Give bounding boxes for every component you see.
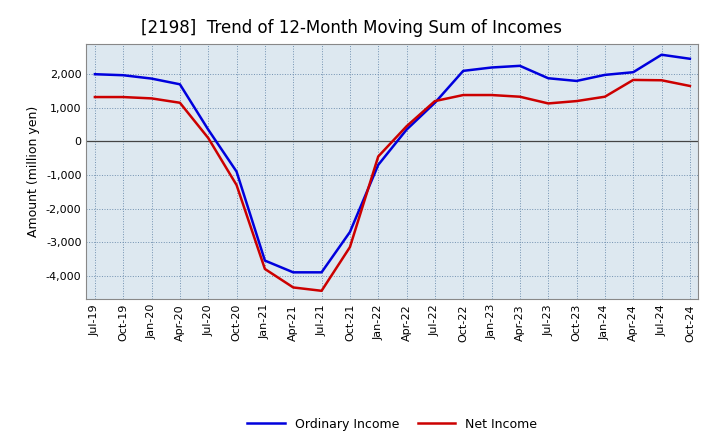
Ordinary Income [91, 72, 99, 77]
Ordinary Income [487, 65, 496, 70]
Net Income [233, 183, 241, 188]
Net Income [402, 124, 411, 129]
Net Income [91, 95, 99, 100]
Ordinary Income [318, 270, 326, 275]
Ordinary Income [629, 70, 637, 75]
Ordinary Income [289, 270, 297, 275]
Y-axis label: Amount (million yen): Amount (million yen) [27, 106, 40, 237]
Ordinary Income [233, 169, 241, 174]
Ordinary Income [544, 76, 552, 81]
Ordinary Income [176, 82, 184, 87]
Net Income [374, 154, 382, 159]
Ordinary Income [374, 162, 382, 168]
Net Income [572, 99, 581, 104]
Ordinary Income [402, 127, 411, 132]
Net Income [261, 266, 269, 271]
Ordinary Income [600, 72, 609, 77]
Net Income [657, 77, 666, 83]
Net Income [318, 288, 326, 293]
Line: Ordinary Income: Ordinary Income [95, 55, 690, 272]
Net Income [544, 101, 552, 106]
Ordinary Income [572, 78, 581, 84]
Net Income [487, 92, 496, 98]
Net Income [119, 95, 127, 100]
Legend: Ordinary Income, Net Income: Ordinary Income, Net Income [243, 413, 542, 436]
Ordinary Income [657, 52, 666, 57]
Net Income [685, 83, 694, 88]
Ordinary Income [685, 56, 694, 62]
Ordinary Income [204, 127, 212, 132]
Text: [2198]  Trend of 12-Month Moving Sum of Incomes: [2198] Trend of 12-Month Moving Sum of I… [141, 19, 562, 37]
Net Income [600, 94, 609, 99]
Net Income [148, 96, 156, 101]
Ordinary Income [459, 68, 467, 73]
Net Income [516, 94, 524, 99]
Net Income [289, 285, 297, 290]
Line: Net Income: Net Income [95, 80, 690, 291]
Ordinary Income [346, 229, 354, 235]
Net Income [459, 92, 467, 98]
Ordinary Income [148, 76, 156, 81]
Net Income [629, 77, 637, 83]
Ordinary Income [431, 100, 439, 106]
Ordinary Income [119, 73, 127, 78]
Ordinary Income [261, 258, 269, 263]
Net Income [431, 99, 439, 104]
Net Income [176, 100, 184, 106]
Ordinary Income [516, 63, 524, 69]
Net Income [346, 245, 354, 250]
Net Income [204, 136, 212, 141]
